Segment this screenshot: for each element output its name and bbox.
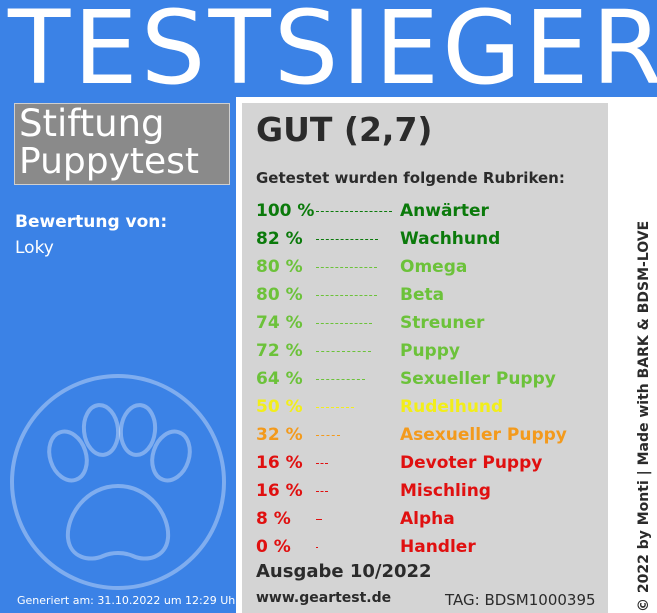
paw-print-icon [10, 374, 226, 590]
rating-name: Loky [15, 238, 54, 258]
categories-subtitle: Getestet wurden folgende Rubriken: [256, 169, 565, 187]
category-name: Mischling [400, 481, 491, 501]
category-percent: 0 % [256, 537, 291, 557]
category-row: 64 % Sexueller Puppy [256, 365, 601, 393]
category-percent: 50 % [256, 397, 303, 417]
category-dotted-bar [316, 239, 378, 240]
category-name: Alpha [400, 509, 455, 529]
category-name: Rudelhund [400, 397, 504, 417]
category-name: Beta [400, 285, 445, 305]
category-dotted-bar [316, 267, 377, 268]
category-dotted-bar [316, 295, 377, 296]
category-percent: 80 % [256, 257, 303, 277]
category-dotted-bar [316, 379, 365, 380]
category-name: Devoter Puppy [400, 453, 543, 473]
category-row: 74 % Streuner [256, 309, 601, 337]
category-name: Puppy [400, 341, 460, 361]
category-percent: 72 % [256, 341, 303, 361]
brand-line-1: Stiftung [19, 102, 165, 145]
category-row: 80 % Beta [256, 281, 601, 309]
category-percent: 64 % [256, 369, 303, 389]
category-name: Asexueller Puppy [400, 425, 567, 445]
banner-title: TESTSIEGER [8, 0, 657, 108]
category-percent: 74 % [256, 313, 303, 333]
grade-title: GUT (2,7) [256, 110, 433, 149]
category-row: 82 % Wachhund [256, 225, 601, 253]
category-row: 16 % Mischling [256, 477, 601, 505]
category-dotted-bar [316, 323, 372, 324]
category-dotted-bar [316, 351, 371, 352]
category-percent: 16 % [256, 453, 303, 473]
category-percent: 82 % [256, 229, 303, 249]
title-banner: TESTSIEGER [0, 0, 657, 104]
rating-label: Bewertung von: [15, 212, 168, 232]
category-percent: 32 % [256, 425, 303, 445]
category-row: 32 % Asexueller Puppy [256, 421, 601, 449]
category-row: 8 % Alpha [256, 505, 601, 533]
category-percent: 16 % [256, 481, 303, 501]
category-row: 80 % Omega [256, 253, 601, 281]
tag-id: TAG: BDSM1000395 [445, 591, 596, 609]
category-name: Handler [400, 537, 476, 557]
brand-line-2: Puppytest [19, 141, 200, 182]
category-row: 16 % Devoter Puppy [256, 449, 601, 477]
category-dotted-bar [316, 463, 328, 464]
category-dotted-bar [316, 491, 328, 492]
category-name: Sexueller Puppy [400, 369, 556, 389]
category-dotted-bar [316, 519, 322, 520]
category-row: 0 % Handler [256, 533, 601, 561]
category-row: 100 % Anwärter [256, 197, 601, 225]
category-dotted-bar [316, 407, 354, 408]
category-name: Anwärter [400, 201, 489, 221]
category-dotted-bar [316, 211, 392, 212]
category-row: 50 % Rudelhund [256, 393, 601, 421]
website-url: www.geartest.de [256, 590, 392, 606]
category-dotted-bar [316, 547, 318, 548]
brand-box: Stiftung Puppytest [14, 102, 230, 185]
generated-timestamp: Generiert am: 31.10.2022 um 12:29 Uhr [17, 594, 240, 607]
category-name: Streuner [400, 313, 485, 333]
credit-vertical: © 2022 by Monti | Made with BARK & BDSM-… [636, 220, 652, 612]
result-panel [242, 103, 608, 613]
category-dotted-bar [316, 435, 340, 436]
category-name: Omega [400, 257, 468, 277]
category-row: 72 % Puppy [256, 337, 601, 365]
category-name: Wachhund [400, 229, 501, 249]
issue-label: Ausgabe 10/2022 [256, 561, 432, 582]
category-percent: 80 % [256, 285, 303, 305]
category-percent: 8 % [256, 509, 291, 529]
category-percent: 100 % [256, 201, 315, 221]
